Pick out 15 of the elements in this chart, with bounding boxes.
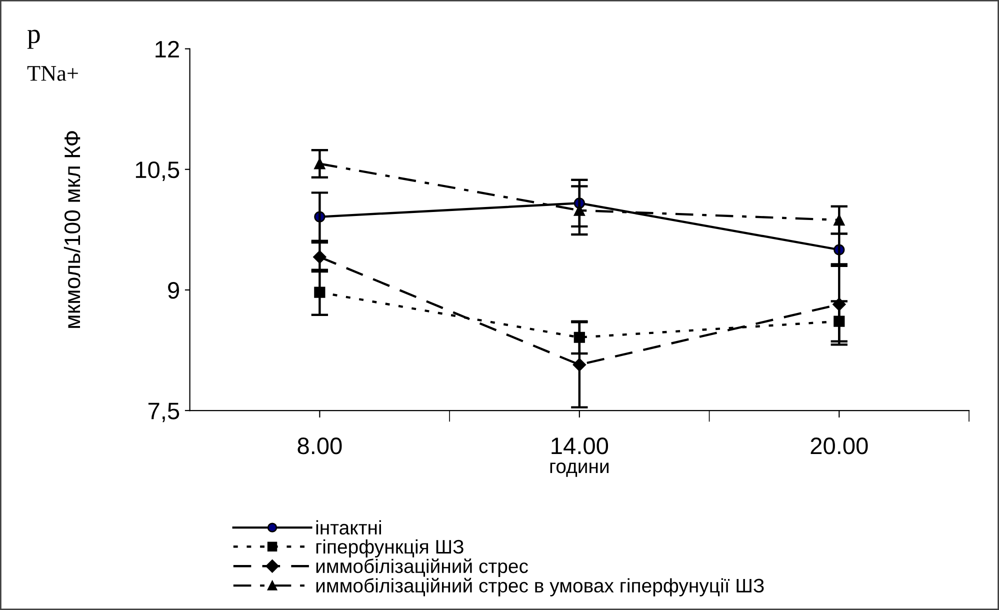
x-axis-title: години [550, 462, 608, 477]
legend-label: гіперфункція ШЗ [316, 539, 464, 558]
text: TNa+ [27, 66, 78, 81]
x-tick-label: 20.00 [810, 438, 868, 454]
legend-label: иммобілізаційний стрес [316, 558, 528, 577]
x-tick-label: 8.00 [298, 438, 342, 454]
y-tick-label: 12 [156, 40, 179, 58]
x-tick-label: 14.00 [552, 438, 608, 454]
y-tick-label: 9 [168, 282, 179, 299]
text: p [27, 30, 40, 49]
y-tick-label: 10,5 [136, 161, 180, 181]
legend-label: інтактні [316, 520, 381, 535]
y-tick-label: 7,5 [148, 402, 180, 422]
y-axis-title: мкмоль/100 мкл КФ [64, 131, 80, 328]
legend-label: иммобілізаційний стрес в умовах гіперфунуції ШЗ [316, 578, 764, 596]
